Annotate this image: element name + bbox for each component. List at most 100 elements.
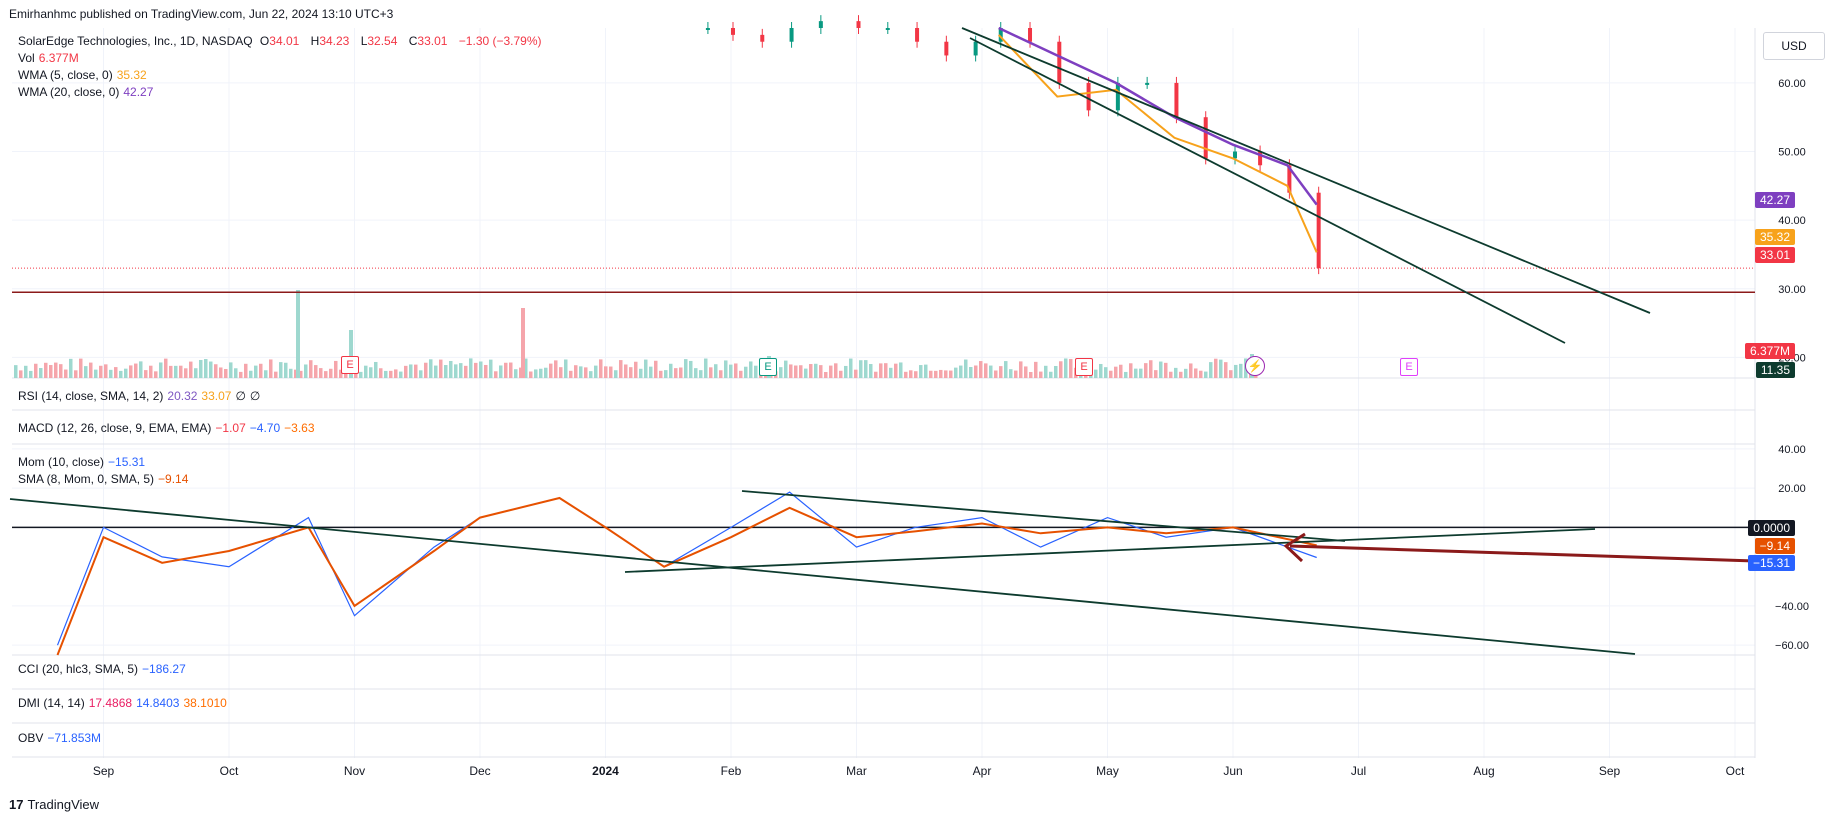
volume-bar <box>214 364 218 378</box>
volume-bar <box>14 365 18 378</box>
volume-bar <box>864 360 868 378</box>
c-label: C <box>408 34 418 48</box>
volume-bar <box>1134 368 1138 378</box>
earnings-badge[interactable]: E <box>1400 358 1418 376</box>
volume-bar <box>784 360 788 378</box>
pane-separators <box>12 28 1756 758</box>
sma-price-tag: −9.14 <box>1754 538 1795 554</box>
dmi-v2: 14.8403 <box>136 696 180 710</box>
volume-bar <box>584 367 588 378</box>
volume-bar <box>539 368 543 378</box>
time-tick-label: Sep <box>1599 764 1621 778</box>
volume-bar <box>1179 371 1183 378</box>
volume-bar <box>629 367 633 378</box>
volume-bar <box>89 362 93 378</box>
volume-bar <box>889 367 893 378</box>
tradingview-logo-icon: 17 <box>9 797 24 812</box>
currency-button[interactable]: USD <box>1763 32 1825 60</box>
volume-bar <box>529 371 533 378</box>
volume-bar <box>289 368 293 378</box>
candle-body <box>705 28 710 30</box>
rsi-v4: ∅ <box>249 389 261 403</box>
volume-bar <box>1024 366 1028 378</box>
wma20-legend: WMA (20, close, 0) 42.27 <box>18 85 157 99</box>
volume-bar <box>884 363 888 378</box>
price-tick-label: 30.00 <box>1778 284 1806 296</box>
trend-line <box>961 27 1651 314</box>
time-tick-label: May <box>1096 764 1119 778</box>
candle-body <box>1145 82 1150 85</box>
volume-bar <box>909 370 913 378</box>
overlays <box>12 26 1755 344</box>
volume-bar <box>274 371 278 378</box>
volume-bar <box>459 363 463 378</box>
volume-bar <box>324 371 328 378</box>
volume-bar <box>854 369 858 378</box>
candle-body <box>1233 151 1237 159</box>
volume-bar <box>564 359 568 378</box>
volume-bar <box>794 365 798 378</box>
volume-bar <box>779 367 783 378</box>
arrow-line <box>1289 544 1756 563</box>
volume-bar <box>179 365 183 378</box>
earnings-badge[interactable]: E <box>1075 358 1093 376</box>
trend-line <box>9 498 1636 655</box>
volume-bar <box>414 364 418 378</box>
candle-body <box>856 21 861 28</box>
candle-body <box>998 28 1003 42</box>
volume-bar <box>569 370 573 378</box>
macd-v1: −1.07 <box>215 421 246 435</box>
volume-bar <box>499 365 503 378</box>
volume-bar <box>674 368 678 378</box>
time-tick-label: Apr <box>973 764 992 778</box>
h-value: 34.23 <box>319 34 350 48</box>
volume-bar <box>184 368 188 378</box>
cci-legend: CCI (20, hlc3, SMA, 5) −186.27 <box>18 662 190 676</box>
candle-body <box>1057 41 1062 83</box>
volume-bar <box>989 365 993 378</box>
volume-bar <box>1199 370 1203 378</box>
volume-bar <box>744 366 748 378</box>
volume-bar <box>1069 358 1073 378</box>
volume-bar <box>1184 368 1188 378</box>
symbol-legend: SolarEdge Technologies, Inc., 1D, NASDAQ… <box>18 34 546 48</box>
volume-bar <box>454 364 458 378</box>
volume-bar <box>944 370 948 378</box>
volume-bar <box>419 370 423 378</box>
volume-bar <box>199 359 203 378</box>
earnings-badge[interactable]: E <box>759 358 777 376</box>
volume-bar <box>984 363 988 378</box>
l-label: L <box>360 34 368 48</box>
change-value: −1.30 (−3.79%) <box>458 34 542 48</box>
dividend-lightning-icon[interactable]: ⚡ <box>1245 356 1265 376</box>
volume-bar <box>44 362 48 378</box>
volume-bar <box>1194 368 1198 378</box>
extra-price-tag: 11.35 <box>1755 362 1795 378</box>
wma20-price-tag: 42.27 <box>1754 192 1795 208</box>
wma20-value: 42.27 <box>123 85 154 99</box>
time-tick-label: Jul <box>1351 764 1366 778</box>
volume-bar <box>664 370 668 378</box>
volume-bar <box>839 370 843 378</box>
candle-body <box>1203 117 1208 159</box>
mom-value: −15.31 <box>108 455 146 469</box>
volume-bar <box>521 308 525 378</box>
volume-bars <box>14 290 1258 378</box>
volume-bar <box>919 365 923 378</box>
volume-bar <box>314 365 318 378</box>
volume-bar <box>734 363 738 378</box>
volume-bar <box>1174 367 1178 378</box>
volume-bar <box>369 367 373 378</box>
volume-bar <box>869 364 873 378</box>
volume-bar <box>1034 361 1038 378</box>
candle-body <box>1174 82 1179 118</box>
earnings-badge[interactable]: E <box>341 356 359 374</box>
volume-bar <box>754 365 758 378</box>
volume-bar <box>1094 369 1098 378</box>
volume-bar <box>544 367 548 378</box>
volume-bar <box>439 359 443 378</box>
volume-bar <box>1154 370 1158 378</box>
sma-legend: SMA (8, Mom, 0, SMA, 5) −9.14 <box>18 472 192 486</box>
mom-legend: Mom (10, close) −15.31 <box>18 455 149 469</box>
volume-bar <box>694 368 698 378</box>
